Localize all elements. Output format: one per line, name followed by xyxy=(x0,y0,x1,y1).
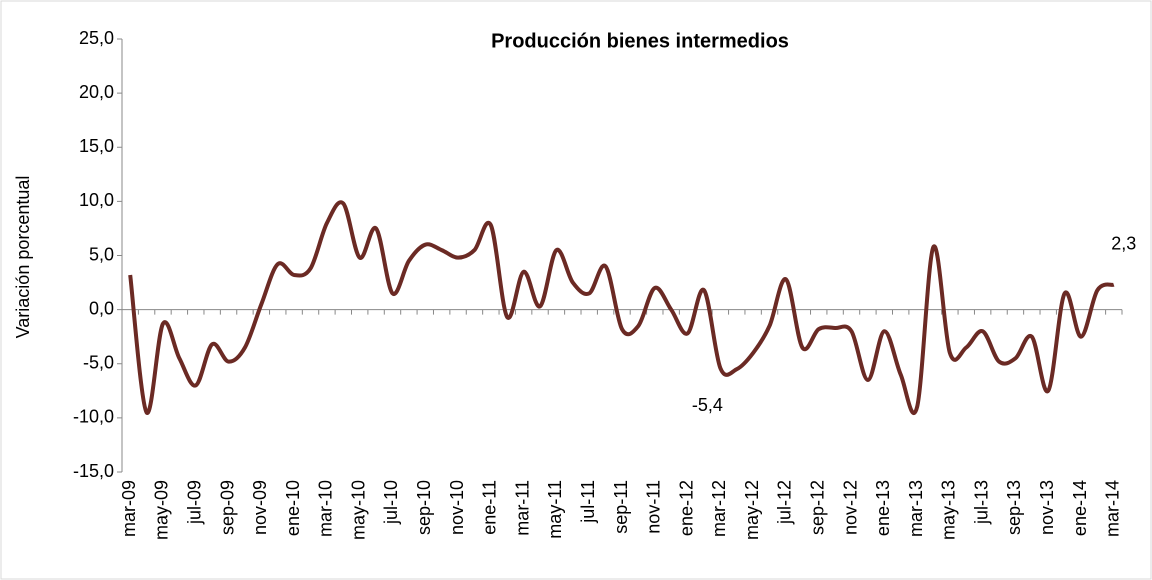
x-tick-label: may-12 xyxy=(742,480,762,540)
x-tick-label: jul-11 xyxy=(578,480,598,524)
y-tick-label: 10,0 xyxy=(79,190,114,210)
x-tick-label: ene-13 xyxy=(873,480,893,536)
x-tick-label: nov-09 xyxy=(250,480,270,535)
x-tick-label: nov-13 xyxy=(1037,480,1057,535)
x-tick-label: mar-11 xyxy=(512,480,532,536)
chart-title: Producción bienes intermedios xyxy=(491,30,789,52)
x-tick-label: sep-11 xyxy=(611,480,631,534)
data-label: 2,3 xyxy=(1111,233,1136,253)
x-tick-label: jul-10 xyxy=(381,480,401,525)
x-tick-label: sep-12 xyxy=(807,480,827,535)
y-tick-label: 20,0 xyxy=(79,82,114,102)
x-tick-label: may-13 xyxy=(939,480,959,540)
x-tick-label: may-09 xyxy=(152,480,172,540)
x-tick-label: jul-09 xyxy=(185,480,205,525)
x-tick-label: mar-13 xyxy=(906,480,926,537)
x-tick-label: nov-10 xyxy=(447,480,467,535)
data-label: -5,4 xyxy=(692,395,723,415)
x-tick-label: sep-09 xyxy=(217,480,237,535)
x-tick-label: nov-12 xyxy=(840,480,860,535)
x-tick-label: sep-10 xyxy=(414,480,434,535)
y-tick-label: -15,0 xyxy=(73,461,114,481)
x-tick-label: mar-10 xyxy=(316,480,336,537)
y-tick-label: 5,0 xyxy=(89,244,114,264)
y-axis-label: Variación porcentual xyxy=(13,176,33,339)
x-tick-label: mar-14 xyxy=(1103,480,1123,537)
x-tick-label: may-11 xyxy=(545,480,565,539)
x-tick-label: mar-12 xyxy=(709,480,729,537)
x-tick-label: jul-12 xyxy=(775,480,795,525)
y-tick-label: -5,0 xyxy=(83,353,114,373)
x-tick-label: nov-11 xyxy=(644,480,664,534)
y-tick-label: 0,0 xyxy=(89,298,114,318)
x-tick-label: jul-13 xyxy=(971,480,991,525)
x-tick-label: ene-11 xyxy=(480,480,500,535)
x-tick-label: sep-13 xyxy=(1004,480,1024,535)
y-tick-label: -10,0 xyxy=(73,407,114,427)
x-tick-label: mar-09 xyxy=(119,480,139,537)
line xyxy=(128,200,1115,415)
x-tick-label: may-10 xyxy=(348,480,368,540)
y-tick-label: 25,0 xyxy=(79,28,114,48)
y-tick-label: 15,0 xyxy=(79,136,114,156)
x-tick-label: ene-10 xyxy=(283,480,303,536)
x-tick-label: ene-14 xyxy=(1070,480,1090,536)
x-tick-label: ene-12 xyxy=(676,480,696,536)
